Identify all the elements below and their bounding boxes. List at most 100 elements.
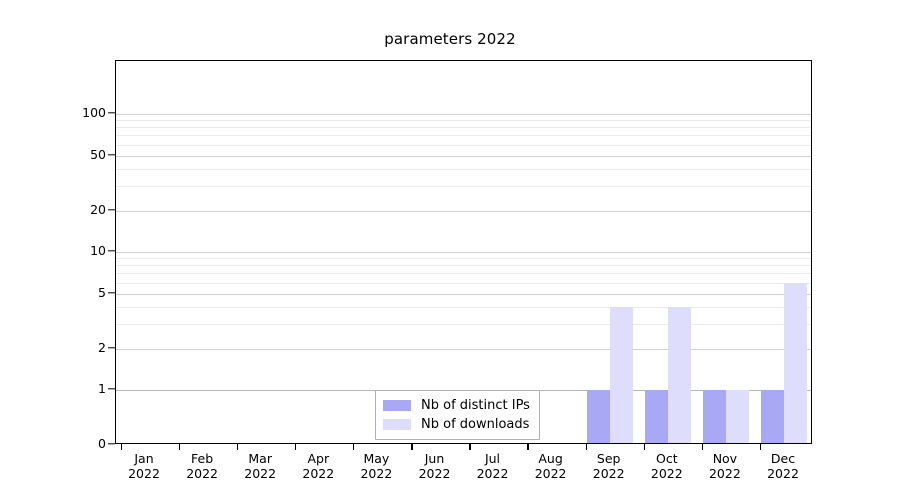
x-tick-label-oct: Oct 2022: [650, 451, 683, 482]
gridline: [116, 348, 811, 350]
x-tick-mark: [527, 444, 529, 450]
x-tick-year: 2022: [128, 465, 160, 481]
legend-item: Nb of downloads: [383, 415, 530, 434]
bar-oct-downloads: [667, 306, 691, 443]
gridline-major: [116, 114, 811, 115]
gridline: [116, 120, 811, 122]
gridline: [116, 293, 811, 295]
y-tick-mark: [108, 250, 115, 252]
x-tick-year: 2022: [418, 465, 451, 481]
gridline: [116, 306, 811, 308]
x-tick-year: 2022: [186, 465, 218, 481]
bar-nov-ips: [702, 390, 726, 443]
x-tick-month: Oct: [655, 451, 678, 466]
x-tick-month: Jun: [424, 451, 445, 466]
x-tick-month: Jul: [484, 451, 501, 466]
x-tick-mark: [585, 444, 587, 450]
x-tick-month: Dec: [770, 451, 796, 466]
x-tick-label-jun: Jun 2022: [418, 451, 451, 482]
gridline: [116, 324, 811, 326]
x-tick-year: 2022: [476, 465, 509, 481]
y-tick-label: 20: [90, 201, 106, 217]
gridline: [116, 144, 811, 146]
y-tick-mark: [108, 153, 115, 156]
x-tick-label-apr: Apr 2022: [302, 451, 335, 482]
gridline: [116, 258, 811, 260]
x-tick-label-sep: Sep 2022: [592, 451, 625, 482]
y-tick-label: 1: [98, 380, 106, 396]
y-tick-mark: [108, 443, 115, 445]
legend-swatch-icon: [383, 419, 411, 430]
y-tick-mark: [108, 112, 115, 114]
x-tick-mark: [237, 444, 239, 450]
x-tick-month: Aug: [538, 451, 563, 466]
x-tick-year: 2022: [360, 465, 393, 481]
x-tick-mark: [759, 444, 762, 450]
x-tick-month: Nov: [712, 451, 738, 466]
bar-sep-downloads: [609, 306, 633, 443]
x-tick-month: Mar: [248, 451, 272, 466]
x-tick-label-jul: Jul 2022: [476, 451, 509, 482]
x-tick-mark: [701, 444, 703, 450]
x-tick-month: May: [363, 451, 390, 466]
legend-item: Nb of distinct IPs: [383, 396, 530, 415]
x-tick-year: 2022: [767, 465, 799, 481]
x-tick-year: 2022: [592, 465, 625, 481]
gridline: [116, 273, 811, 275]
x-tick-month: Jan: [134, 451, 154, 466]
y-tick-label: 0: [98, 435, 106, 451]
bar-sep-ips: [586, 390, 610, 443]
x-tick-year: 2022: [244, 465, 277, 481]
chart-title: parameters 2022: [384, 30, 516, 48]
gridline: [116, 265, 811, 267]
gridline: [116, 168, 811, 170]
x-tick-year: 2022: [650, 465, 683, 481]
y-tick-mark: [108, 346, 115, 349]
x-tick-label-dec: Dec 2022: [767, 451, 799, 482]
x-tick-mark: [353, 444, 355, 450]
gridline: [116, 155, 811, 157]
y-tick-label: 2: [98, 339, 106, 355]
x-tick-label-aug: Aug 2022: [534, 451, 567, 482]
x-tick-year: 2022: [302, 465, 335, 481]
x-tick-mark: [411, 444, 413, 450]
x-tick-year: 2022: [534, 465, 567, 481]
chart-legend: Nb of distinct IPs Nb of downloads: [375, 390, 540, 440]
bar-oct-ips: [644, 390, 668, 443]
x-tick-month: Apr: [307, 451, 330, 466]
bar-dec-downloads: [784, 282, 808, 443]
legend-swatch-icon: [383, 400, 411, 411]
x-tick-mark: [178, 444, 181, 450]
plot-area: [115, 60, 812, 444]
gridline: [116, 210, 811, 212]
gridline-major: [116, 252, 811, 253]
x-tick-label-mar: Mar 2022: [244, 451, 277, 482]
x-tick-mark: [643, 444, 645, 450]
legend-label: Nb of distinct IPs: [421, 398, 530, 413]
x-tick-label-may: May 2022: [360, 451, 393, 482]
y-tick-mark: [108, 208, 115, 211]
y-tick-label: 5: [98, 284, 106, 300]
gridline: [116, 282, 811, 284]
x-tick-month: Feb: [191, 451, 214, 466]
gridline: [116, 127, 811, 129]
x-tick-label-feb: Feb 2022: [186, 451, 218, 482]
x-tick-year: 2022: [708, 465, 741, 481]
y-tick-label: 100: [82, 104, 106, 120]
bar-dec-ips: [760, 390, 784, 443]
bar-nov-downloads: [725, 390, 750, 443]
x-tick-mark: [469, 444, 471, 450]
x-tick-label-jan: Jan 2022: [128, 451, 160, 482]
x-tick-mark: [120, 444, 123, 450]
y-tick-label: 10: [90, 242, 106, 258]
x-tick-month: Sep: [596, 451, 621, 466]
x-tick-mark: [295, 444, 297, 450]
y-tick-mark: [108, 291, 115, 294]
x-tick-label-nov: Nov 2022: [708, 451, 741, 482]
y-tick-mark: [108, 388, 115, 390]
y-tick-label: 50: [90, 146, 106, 162]
gridline: [116, 186, 811, 188]
gridline: [116, 135, 811, 137]
legend-label: Nb of downloads: [421, 417, 530, 432]
